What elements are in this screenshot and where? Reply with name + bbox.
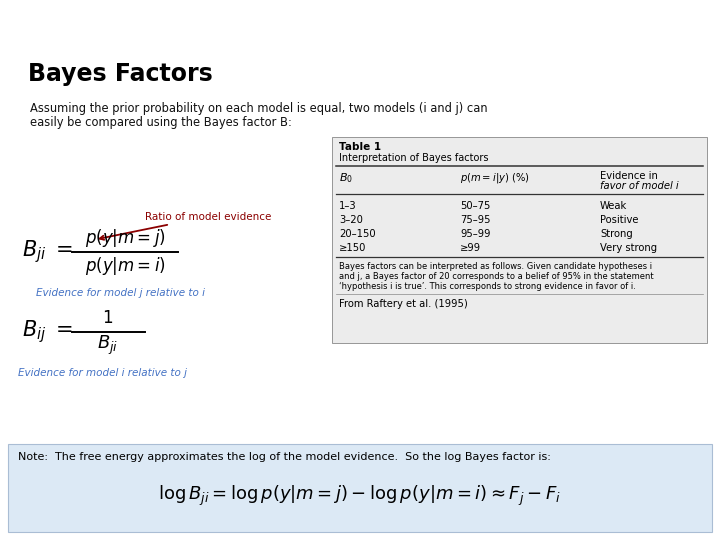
- Text: Strong: Strong: [600, 228, 633, 239]
- Text: Very strong: Very strong: [600, 242, 657, 253]
- Text: 50–75: 50–75: [460, 200, 490, 211]
- Text: Positive: Positive: [600, 214, 639, 225]
- Text: Bayes Factors: Bayes Factors: [28, 62, 212, 86]
- Text: Assuming the prior probability on each model is equal, two models (i and j) can: Assuming the prior probability on each m…: [30, 103, 487, 116]
- Text: $1$: $1$: [102, 309, 114, 327]
- Text: Evidence for model i relative to j: Evidence for model i relative to j: [19, 368, 187, 378]
- Text: ‘hypothesis i is true’. This corresponds to strong evidence in favor of i.: ‘hypothesis i is true’. This corresponds…: [339, 282, 636, 291]
- Text: $B_{ij}\ =$: $B_{ij}\ =$: [22, 318, 73, 345]
- Text: ⌂UCL: ⌂UCL: [634, 11, 695, 31]
- Text: and j, a Bayes factor of 20 corresponds to a belief of 95% in the statement: and j, a Bayes factor of 20 corresponds …: [339, 272, 654, 281]
- Text: ≥150: ≥150: [339, 242, 366, 253]
- Text: favor of model i: favor of model i: [600, 181, 679, 192]
- Text: 75–95: 75–95: [460, 214, 490, 225]
- FancyBboxPatch shape: [8, 444, 712, 532]
- Text: $B_{ji}$: $B_{ji}$: [97, 334, 119, 357]
- Text: 3–20: 3–20: [339, 214, 363, 225]
- Text: Interpretation of Bayes factors: Interpretation of Bayes factors: [339, 153, 488, 164]
- Text: 1–3: 1–3: [339, 200, 356, 211]
- Text: Ratio of model evidence: Ratio of model evidence: [99, 212, 271, 240]
- Text: $p(y|m=i)$: $p(y|m=i)$: [84, 254, 166, 276]
- Text: Note:  The free energy approximates the log of the model evidence.  So the log B: Note: The free energy approximates the l…: [18, 452, 551, 462]
- Text: Bayes factors can be interpreted as follows. Given candidate hypotheses i: Bayes factors can be interpreted as foll…: [339, 261, 652, 271]
- Text: $B_0$: $B_0$: [339, 172, 353, 185]
- Text: Evidence in: Evidence in: [600, 172, 658, 181]
- Text: $p(m=i|y)\ (\%)$: $p(m=i|y)\ (\%)$: [460, 172, 530, 185]
- Text: $p(y|m=j)$: $p(y|m=j)$: [84, 227, 166, 248]
- Text: ≥99: ≥99: [460, 242, 481, 253]
- Text: From Raftery et al. (1995): From Raftery et al. (1995): [339, 299, 468, 309]
- Text: Weak: Weak: [600, 200, 627, 211]
- Text: $\log B_{ji} = \log p(y|m=j) - \log p(y|m=i) \approx F_j - F_i$: $\log B_{ji} = \log p(y|m=j) - \log p(y|…: [158, 484, 562, 508]
- Text: Evidence for model j relative to i: Evidence for model j relative to i: [35, 288, 204, 298]
- Text: Table 1: Table 1: [339, 143, 381, 152]
- Text: $B_{ji}\ =$: $B_{ji}\ =$: [22, 238, 73, 265]
- Text: 20–150: 20–150: [339, 228, 376, 239]
- Text: easily be compared using the Bayes factor B:: easily be compared using the Bayes facto…: [30, 117, 292, 130]
- FancyBboxPatch shape: [332, 137, 707, 343]
- Text: 95–99: 95–99: [460, 228, 490, 239]
